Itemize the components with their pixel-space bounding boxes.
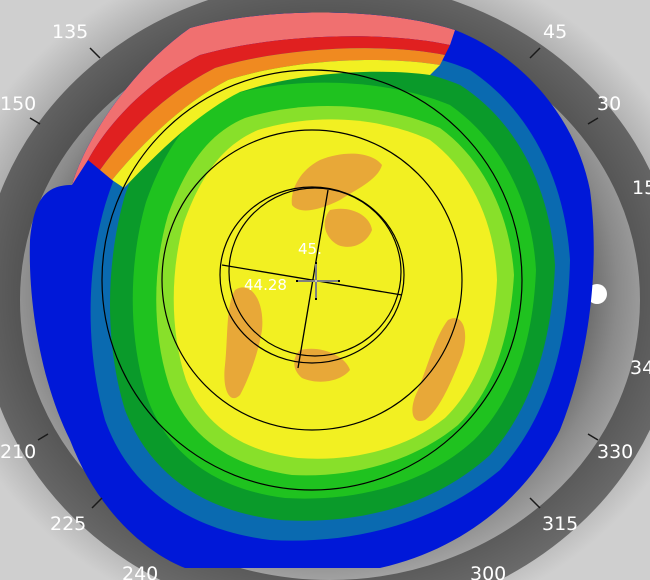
zone-red — [88, 36, 450, 170]
zone-orange-left — [224, 287, 263, 399]
axis-ticks — [29, 47, 599, 509]
zone-orange-mid — [324, 208, 372, 247]
center-cross-inner — [298, 264, 338, 298]
zone-orange-band — [100, 48, 445, 180]
axis-label-345: 34 — [630, 357, 650, 379]
zone-yellow — [173, 119, 497, 459]
zone-orange-top — [291, 153, 382, 211]
ring-outer — [101, 69, 523, 491]
axis-label-240: 240 — [122, 563, 158, 580]
axis-label-225: 225 — [50, 513, 86, 535]
axis-label-150: 150 — [0, 93, 36, 115]
axis-labels: 135 45 150 30 15 34 210 330 225 315 240 … — [0, 21, 650, 580]
zone-orange-right — [412, 318, 466, 421]
axis-label-15: 15 — [632, 177, 650, 199]
axis-label-300: 300 — [470, 563, 506, 580]
steep-k-reading: 45. — [298, 240, 322, 258]
ring-middle — [161, 129, 463, 431]
axis-label-135: 135 — [52, 21, 88, 43]
ring-pupil-b — [228, 187, 402, 357]
steep-meridian — [297, 189, 329, 369]
flat-k-reading: 44.28 — [244, 276, 287, 294]
zone-yellow-band — [112, 60, 440, 188]
axis-label-30: 30 — [597, 93, 621, 115]
axis-label-330: 330 — [597, 441, 633, 463]
reference-rings — [101, 69, 523, 491]
axis-label-210: 210 — [0, 441, 36, 463]
axis-label-45: 45 — [543, 21, 567, 43]
zone-pink — [72, 12, 455, 185]
zone-orange-low — [294, 348, 350, 382]
axis-label-315: 315 — [542, 513, 578, 535]
ring-pupil-a — [219, 186, 405, 364]
